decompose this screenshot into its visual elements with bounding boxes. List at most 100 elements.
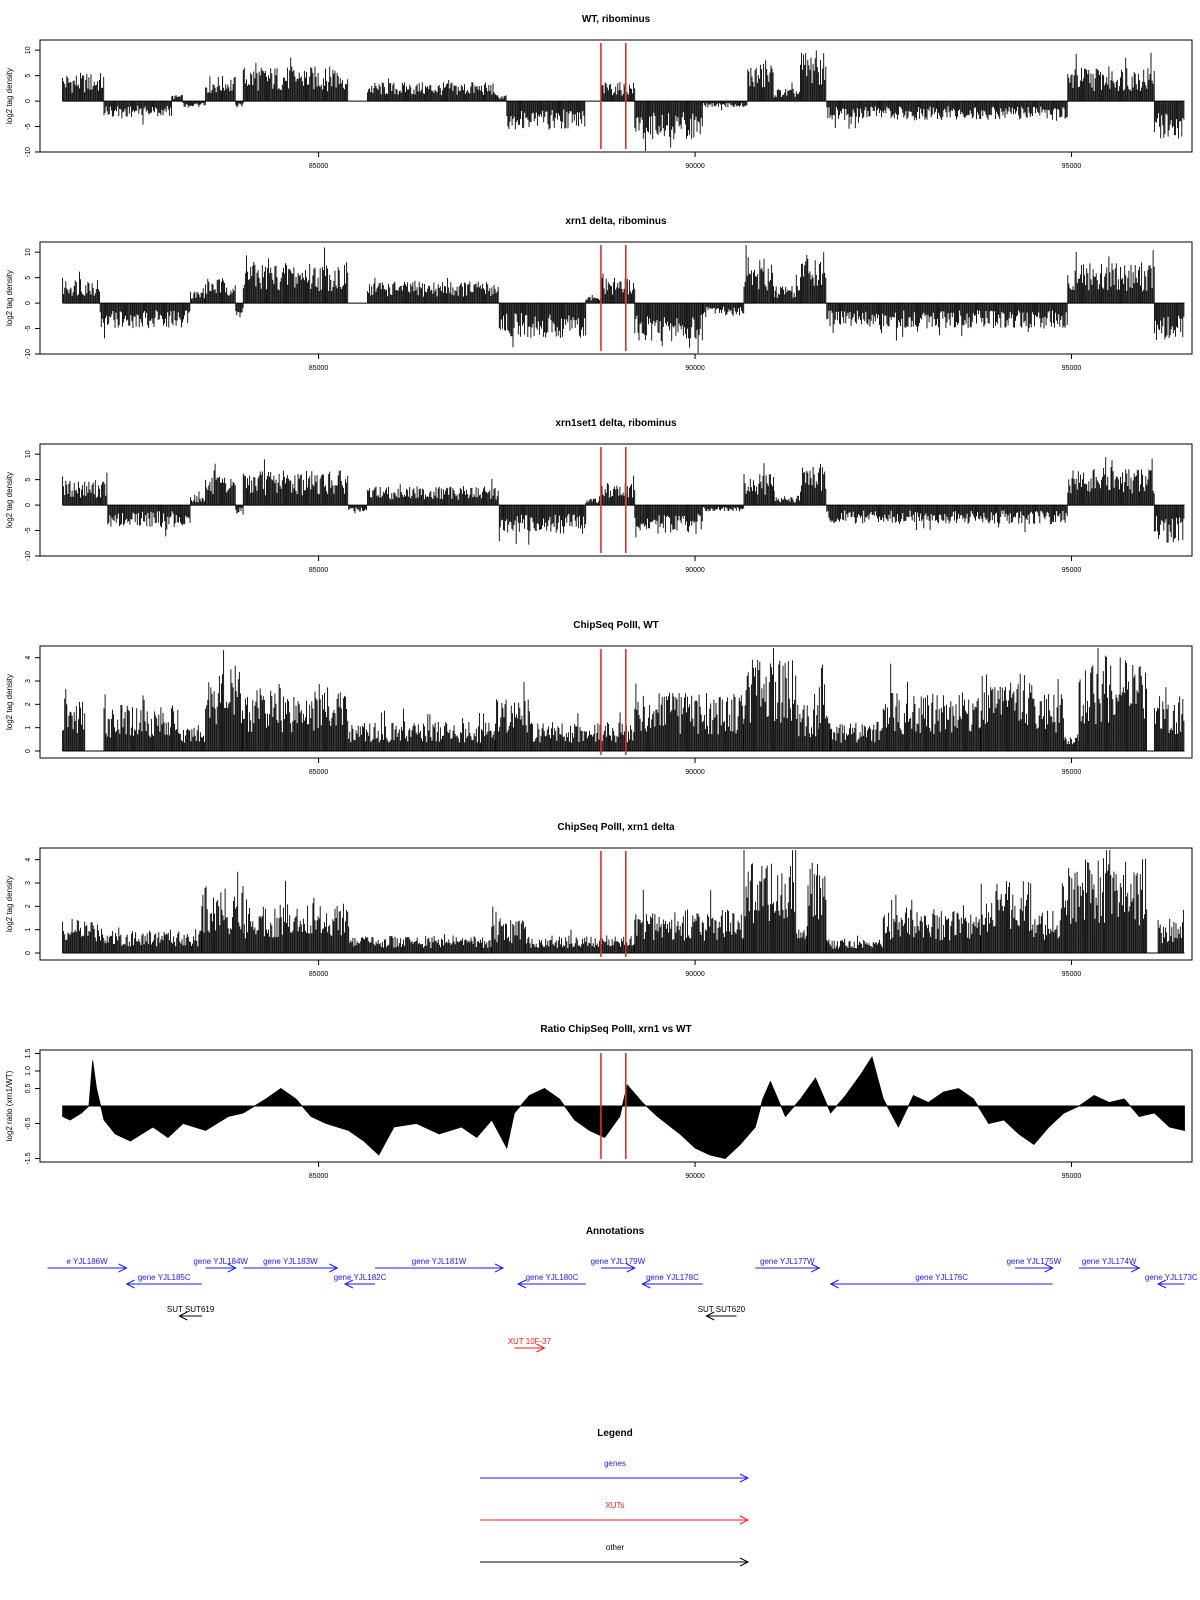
y-tick-label: -5: [25, 325, 32, 331]
y-tick-label: 5: [25, 478, 32, 482]
y-tick-label: 5: [25, 74, 32, 78]
legend-arrow: [480, 1473, 750, 1483]
y-axis-label: log2 tag density: [5, 270, 14, 326]
panel-title: xrn1set1 delta, ribominus: [555, 418, 677, 429]
panel-2: xrn1 delta, ribominus log2 tag density 850…: [5, 216, 1193, 372]
panel-1: WT, ribominus log2 tag density 85000 90000 9…: [5, 14, 1193, 170]
feature-label: gene YJL184W: [193, 1257, 248, 1266]
y-tick-label: -0.5: [25, 1117, 32, 1129]
feature-gene: gene YJL185C: [125, 1273, 202, 1289]
x-tick-label: 95000: [1062, 365, 1082, 372]
legend-items: genes XUTs other: [480, 1459, 750, 1567]
feature-label: SUT SUT619: [167, 1305, 215, 1314]
panel-title: WT, ribominus: [582, 14, 651, 25]
y-axis-label: log2 tag density: [5, 68, 14, 124]
y-tick-label: 10: [25, 248, 32, 256]
gene-arrow: [516, 1279, 586, 1289]
panel-title: ChipSeq PolII, xrn1 delta: [557, 822, 675, 833]
y-tick-label: 0: [25, 951, 32, 955]
x-tick-label: 85000: [309, 971, 329, 978]
x-tick-label: 90000: [685, 971, 705, 978]
y-tick-label: 10: [25, 46, 32, 54]
plot-frame: [39, 39, 1193, 153]
x-tick-label: 95000: [1062, 163, 1082, 170]
panel-3: xrn1set1 delta, ribominus log2 tag densit…: [5, 418, 1193, 574]
plot-frame: [39, 645, 1193, 759]
y-axis-label: log2 ratio (xrn1/WT): [5, 1070, 14, 1141]
x-tick-label: 85000: [309, 163, 329, 170]
y-tick-label: 1: [25, 928, 32, 932]
gene-arrow: [1156, 1279, 1185, 1289]
feature-other: SUT SUT619: [167, 1305, 215, 1321]
xut-arrow: [514, 1343, 546, 1353]
x-tick-label: 90000: [685, 1173, 705, 1180]
feature-label: gene YJL176C: [915, 1273, 968, 1282]
signal-bars: [62, 850, 1184, 953]
x-tick-label: 90000: [685, 567, 705, 574]
panel-4: ChipSeq PolII, WT log2 tag density 85000 90…: [5, 620, 1193, 776]
y-tick-label: 3: [25, 679, 32, 683]
gene-arrow: [375, 1263, 505, 1273]
y-tick-label: 0.5: [25, 1084, 32, 1094]
y-tick-label: -1.5: [25, 1152, 32, 1164]
gene-arrow: [600, 1263, 636, 1273]
feature-gene: gene YJL174W: [1079, 1257, 1141, 1273]
gene-arrow: [125, 1279, 202, 1289]
x-tick-label: 90000: [685, 769, 705, 776]
feature-gene: gene YJL182C: [334, 1273, 387, 1289]
y-tick-label: -5: [25, 527, 32, 533]
y-tick-label: 4: [25, 656, 32, 660]
feature-gene: e YJL186W: [47, 1257, 128, 1273]
feature-label: gene YJL177W: [760, 1257, 815, 1266]
legend-item-xut: XUTs: [480, 1501, 750, 1525]
other-arrow: [178, 1311, 202, 1321]
y-tick-label: 4: [25, 858, 32, 862]
y-tick-label: 0: [25, 749, 32, 753]
plot-frame: [39, 443, 1193, 557]
signal-bars: [62, 245, 1185, 353]
panel-title: xrn1 delta, ribominus: [565, 216, 667, 227]
feature-label: gene YJL182C: [334, 1273, 387, 1282]
signal-bars: [62, 50, 1185, 151]
x-tick-label: 90000: [685, 365, 705, 372]
signal-bars: [62, 457, 1185, 545]
feature-label: gene YJL175W: [1007, 1257, 1062, 1266]
y-tick-label: -10: [25, 349, 32, 359]
signal-bars: [62, 648, 1185, 751]
feature-gene: gene YJL177W: [755, 1257, 821, 1273]
panel-title: ChipSeq PolII, WT: [573, 620, 659, 631]
feature-label: XUT 10F-37: [508, 1337, 552, 1346]
y-axis-label: log2 tag density: [5, 876, 14, 932]
feature-label: gene YJL185C: [138, 1273, 191, 1282]
y-tick-label: 10: [25, 450, 32, 458]
plot-frame: [39, 241, 1193, 355]
feature-gene: gene YJL178C: [641, 1273, 703, 1289]
feature-label: e YJL186W: [66, 1257, 108, 1266]
panel-5: ChipSeq PolII, xrn1 delta log2 tag densit…: [5, 822, 1193, 978]
feature-gene: gene YJL184W: [193, 1257, 248, 1273]
feature-label: gene YJL178C: [646, 1273, 699, 1282]
feature-gene: gene YJL173C: [1145, 1273, 1198, 1289]
annotations-title: Annotations: [586, 1226, 645, 1237]
feature-gene: gene YJL183W: [243, 1257, 339, 1273]
y-tick-label: 2: [25, 904, 32, 908]
y-axis-label: log2 tag density: [5, 674, 14, 730]
legend-label: other: [606, 1543, 625, 1552]
legend-arrow: [480, 1515, 750, 1525]
gene-arrow: [1079, 1263, 1141, 1273]
x-tick-label: 90000: [685, 163, 705, 170]
y-tick-label: 1.0: [25, 1066, 32, 1076]
y-tick-label: 5: [25, 276, 32, 280]
feature-gene: gene YJL180C: [516, 1273, 586, 1289]
feature-label: SUT SUT620: [698, 1305, 746, 1314]
y-tick-label: 1: [25, 726, 32, 730]
y-tick-label: -10: [25, 147, 32, 157]
y-tick-label: 0: [25, 503, 32, 507]
x-tick-label: 85000: [309, 365, 329, 372]
other-arrow: [705, 1311, 737, 1321]
gene-arrow: [243, 1263, 339, 1273]
gene-arrow: [755, 1263, 821, 1273]
gene-arrow: [829, 1279, 1053, 1289]
feature-xut: XUT 10F-37: [508, 1337, 552, 1353]
legend-label: XUTs: [605, 1501, 624, 1510]
